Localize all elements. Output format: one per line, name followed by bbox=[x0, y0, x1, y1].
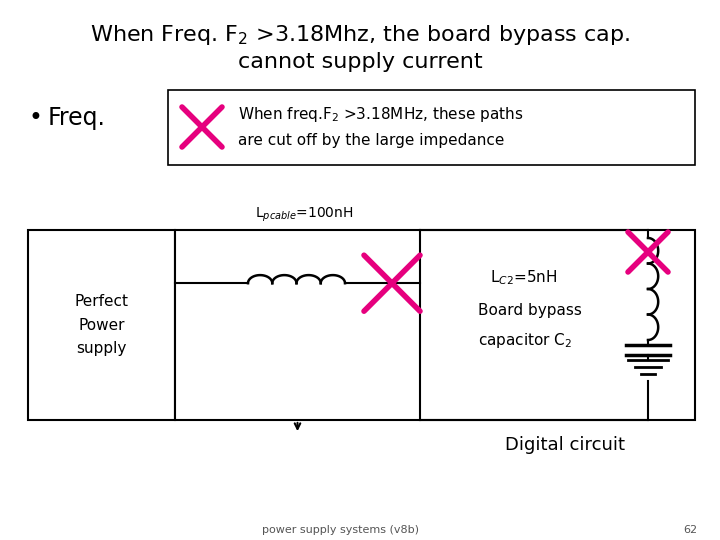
Text: Digital circuit: Digital circuit bbox=[505, 436, 625, 454]
Text: cannot supply current: cannot supply current bbox=[238, 52, 482, 72]
Text: Freq.: Freq. bbox=[48, 106, 106, 130]
Bar bbox=[168, 90, 695, 165]
Text: capacitor C$_2$: capacitor C$_2$ bbox=[478, 330, 572, 349]
Text: Board bypass: Board bypass bbox=[478, 302, 582, 318]
Text: When freq.F$_2$ >3.18MHz, these paths: When freq.F$_2$ >3.18MHz, these paths bbox=[238, 105, 523, 125]
Bar bbox=[28, 230, 175, 420]
Text: power supply systems (v8b): power supply systems (v8b) bbox=[261, 525, 418, 535]
Text: When Freq. F$_2$ >3.18Mhz, the board bypass cap.: When Freq. F$_2$ >3.18Mhz, the board byp… bbox=[90, 23, 630, 47]
Text: 62: 62 bbox=[683, 525, 697, 535]
Text: Perfect
Power
supply: Perfect Power supply bbox=[74, 294, 128, 356]
Bar bbox=[175, 230, 695, 420]
Text: L$_{C2}$=5nH: L$_{C2}$=5nH bbox=[490, 268, 557, 287]
Text: •: • bbox=[28, 106, 42, 130]
Text: are cut off by the large impedance: are cut off by the large impedance bbox=[238, 132, 505, 147]
Text: L$_{pcable}$=100nH: L$_{pcable}$=100nH bbox=[255, 206, 354, 224]
